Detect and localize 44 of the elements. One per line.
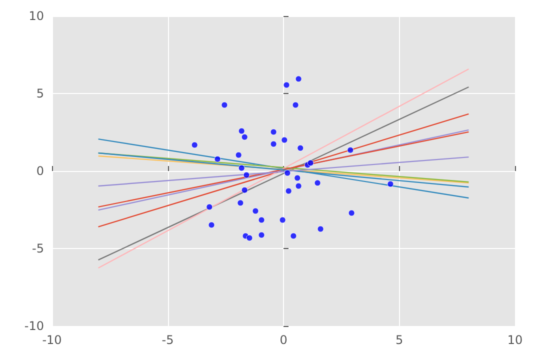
point	[347, 146, 354, 154]
y-tick-label: 5	[36, 86, 44, 100]
point	[238, 164, 245, 172]
point	[292, 102, 299, 108]
point	[270, 140, 277, 148]
point	[191, 142, 198, 148]
point	[387, 180, 394, 188]
point	[279, 216, 286, 224]
point	[317, 226, 324, 232]
point	[285, 188, 292, 194]
point	[252, 208, 259, 214]
y-tick-label: 10	[28, 9, 44, 23]
point	[314, 180, 321, 186]
point	[290, 232, 297, 240]
point	[295, 76, 302, 82]
point	[235, 152, 242, 158]
x-tick-label: -5	[162, 333, 174, 347]
point	[246, 234, 253, 242]
x-tick-label: 10	[507, 333, 523, 347]
y-tick-label: -10	[24, 319, 44, 333]
point	[284, 170, 291, 176]
point	[241, 134, 248, 140]
point	[258, 216, 265, 224]
point	[297, 144, 304, 152]
point	[348, 210, 355, 216]
y-tick-label: 0	[36, 164, 44, 178]
point	[237, 200, 244, 206]
point	[238, 128, 245, 134]
point	[206, 204, 213, 210]
point	[307, 160, 314, 166]
point	[283, 82, 290, 88]
point	[241, 186, 248, 194]
point	[295, 182, 302, 190]
point	[294, 174, 301, 182]
point	[214, 156, 221, 162]
point	[270, 128, 277, 136]
x-tick-label: 5	[395, 333, 404, 347]
point	[208, 222, 215, 228]
point	[243, 172, 250, 178]
point	[221, 102, 228, 108]
y-tick-label: -5	[32, 242, 44, 256]
x-tick-label: 0	[280, 333, 288, 347]
point	[281, 136, 288, 144]
point	[258, 232, 265, 238]
